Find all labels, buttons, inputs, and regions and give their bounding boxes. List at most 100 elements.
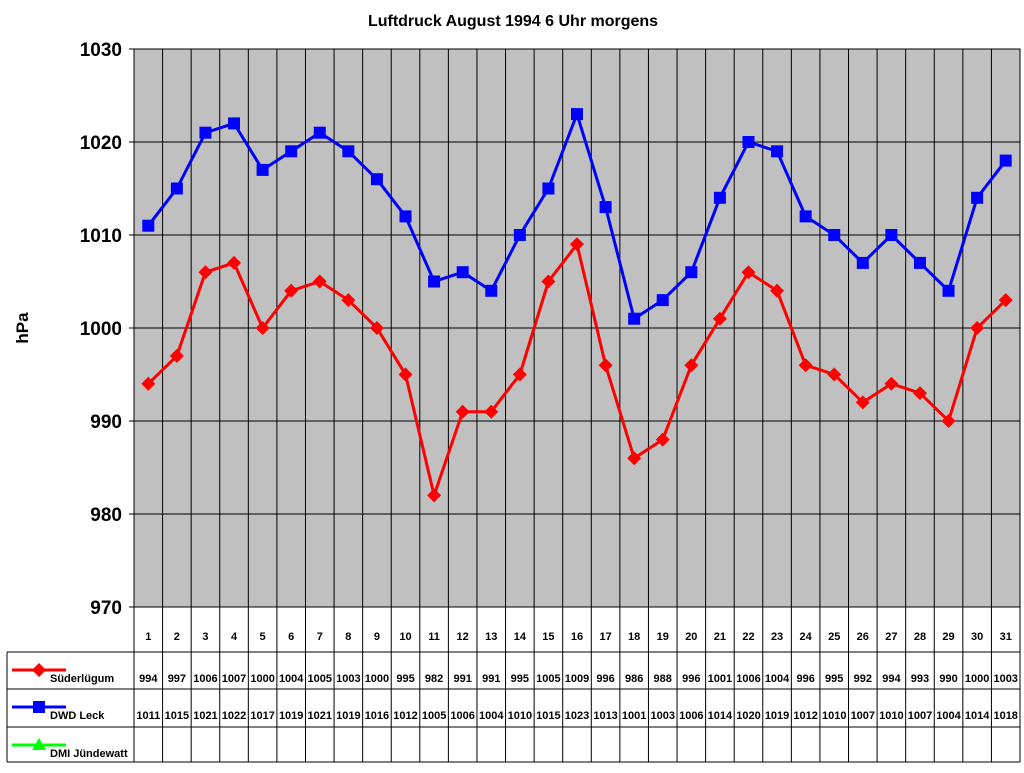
data-point [771,145,784,158]
table-cell-value: 988 [654,673,672,685]
table-cell-value: 1006 [679,710,703,722]
data-point [342,145,355,158]
x-tick-label: 23 [771,631,783,643]
table-cell-value: 1001 [622,710,646,722]
data-point [170,182,183,195]
table-cell-value: 1016 [365,710,389,722]
data-point [598,358,613,373]
data-point [399,210,412,223]
table-cell-value: 1021 [308,710,332,722]
data-point [798,358,813,373]
table-cell-value: 1017 [250,710,274,722]
x-tick-label: 10 [399,631,411,643]
data-point [570,237,584,252]
table-cell-value: 1003 [650,710,674,722]
data-point [142,219,155,232]
x-tick-label: 29 [942,631,954,643]
table-cell-value: 1011 [136,710,160,722]
table-cell-value: 1009 [565,673,589,685]
table-cell-value: 1023 [565,710,589,722]
data-point [912,386,927,401]
table-cell-value: 1003 [336,673,360,685]
x-tick-label: 26 [857,631,869,643]
data-point [398,367,413,382]
table-cell-value: 1000 [250,673,274,685]
table-cell-value: 1014 [965,710,990,722]
table-cell-value: 1021 [193,710,217,722]
data-point [428,275,441,288]
x-tick-label: 5 [260,631,266,643]
table-cell-value: 990 [939,673,957,685]
data-point [284,283,299,298]
table-cell-value: 1007 [908,710,932,722]
x-tick-label: 22 [742,631,754,643]
x-tick-label: 15 [542,631,554,643]
data-point [684,358,699,373]
data-point [713,191,726,204]
data-point [227,255,242,270]
table-cell-value: 1019 [336,710,360,722]
data-point [169,348,184,363]
table-cell-value: 1005 [422,710,446,722]
table-cell-value: 1004 [479,710,504,722]
table-cell-value: 995 [396,673,414,685]
x-tick-label: 13 [485,631,497,643]
data-point [628,312,641,325]
table-cell-value: 996 [796,673,814,685]
table-cell-value: 1020 [736,710,760,722]
x-tick-label: 18 [628,631,640,643]
x-tick-label: 6 [288,631,294,643]
legend-marker [32,738,46,750]
data-point [141,376,156,391]
x-tick-label: 14 [514,631,527,643]
data-point [770,283,785,298]
table-cell-value: 991 [453,673,471,685]
x-tick-label: 9 [374,631,380,643]
legend-label: DWD Leck [50,710,105,722]
table-cell-value: 994 [882,673,901,685]
data-point [455,404,470,419]
data-point [341,293,356,308]
data-point [599,201,612,214]
table-cell-value: 996 [596,673,614,685]
data-point [998,293,1013,308]
data-point [884,376,899,391]
x-tick-label: 20 [685,631,697,643]
table-cell-value: 1010 [822,710,846,722]
data-point [571,108,583,121]
table-cell-value: 1019 [765,710,789,722]
table-cell-value: 1010 [879,710,903,722]
y-tick-label: 1000 [80,319,122,340]
data-point [427,488,442,503]
x-tick-label: 12 [457,631,469,643]
legend-marker [33,701,45,713]
x-tick-label: 1 [145,631,151,643]
table-cell-value: 1010 [508,710,532,722]
table-cell-value: 1004 [765,673,790,685]
table-cell-value: 993 [911,673,929,685]
table-cell-value: 1012 [793,710,817,722]
data-point [885,229,898,241]
data-point [255,321,270,335]
x-tick-label: 31 [1000,631,1012,643]
table-cell-value: 1022 [222,710,246,722]
table-cell-value: 1007 [851,710,875,722]
table-cell-value: 982 [425,673,443,685]
x-tick-label: 19 [657,631,669,643]
y-axis-label: hPa [13,312,32,344]
table-cell-value: 995 [825,673,843,685]
table-cell-value: 1004 [936,710,961,722]
data-point [913,256,926,269]
x-tick-label: 4 [231,631,238,643]
y-tick-label: 1010 [80,226,122,247]
data-point [541,274,556,289]
table-cell-value: 1000 [365,673,389,685]
table-cell-value: 997 [168,673,186,685]
x-tick-label: 3 [202,631,208,643]
data-point [941,414,956,428]
x-tick-label: 8 [345,631,351,643]
table-cell-value: 1006 [193,673,217,685]
table-cell-value: 994 [139,673,158,685]
y-tick-label: 980 [90,505,122,526]
data-point [999,154,1012,167]
